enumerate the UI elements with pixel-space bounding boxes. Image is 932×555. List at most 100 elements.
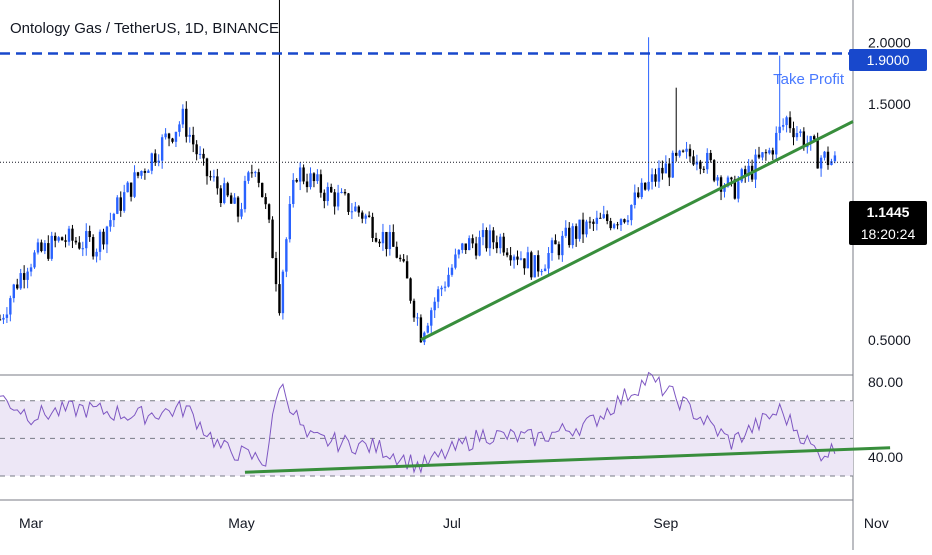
candle-body (278, 284, 281, 314)
candle-body (264, 197, 267, 205)
candle-body (219, 188, 222, 203)
candle-body (657, 167, 661, 182)
candle-body (143, 170, 147, 173)
candle-body (0, 319, 2, 321)
candle-body (426, 325, 429, 333)
candle-body (295, 179, 298, 182)
candle-body (695, 161, 699, 165)
candle-body (588, 221, 592, 223)
candle-body (733, 179, 737, 199)
candle-body (785, 117, 788, 126)
candle-body (305, 181, 309, 188)
candle-body (171, 138, 174, 142)
candle-body (309, 173, 312, 188)
candle-body (98, 231, 102, 252)
candle-body (178, 124, 181, 132)
time-tick-label: Nov (864, 515, 889, 531)
candle-body (402, 259, 405, 262)
candle-body (775, 132, 778, 155)
candle-body (447, 274, 450, 287)
candle-body (88, 231, 91, 238)
candle-body (64, 240, 67, 242)
price-tick-label: 0.5000 (868, 332, 911, 348)
candle-body (185, 108, 188, 137)
candle-body (802, 131, 806, 148)
candle-body (9, 298, 12, 315)
candle-body (619, 219, 623, 226)
candle-body (454, 254, 457, 268)
candle-body (502, 236, 505, 253)
candle-body (481, 230, 485, 238)
candle-body (154, 153, 157, 163)
candle-body (416, 317, 419, 319)
candle-body (706, 152, 709, 170)
candle-body (685, 148, 688, 152)
candle-body (740, 169, 743, 182)
candle-body (385, 231, 388, 250)
candle-body (495, 242, 498, 249)
candle-body (778, 126, 781, 133)
candle-body (771, 150, 774, 155)
candle-body (281, 271, 285, 314)
candle-body (440, 287, 443, 290)
candle-body (374, 237, 378, 242)
candle-body (312, 173, 316, 182)
candle-body (388, 232, 392, 250)
candle-body (405, 261, 409, 279)
candle-body (654, 174, 657, 182)
chart-title: Ontology Gas / TetherUS, 1D, BINANCE (10, 20, 279, 37)
candle-body (236, 197, 240, 217)
candle-body (471, 238, 474, 244)
candle-body (57, 237, 60, 241)
candle-body (74, 240, 78, 243)
candle-body (574, 226, 578, 239)
candle-body (392, 232, 395, 247)
candle-body (174, 131, 178, 142)
candle-body (505, 252, 509, 256)
candle-body (54, 235, 57, 241)
candle-body (109, 220, 112, 227)
candle-body (499, 236, 502, 249)
candle-body (150, 153, 153, 171)
candle-body (116, 197, 119, 214)
candle-body (409, 278, 412, 301)
candle-body (692, 156, 695, 165)
candle-body (585, 221, 588, 235)
candle-body (350, 211, 354, 213)
candle-body (819, 157, 823, 169)
candle-body (547, 253, 550, 269)
candle-body (261, 182, 264, 198)
countdown-badge: 18:20:24 (849, 223, 927, 245)
candle-body (330, 186, 333, 193)
candle-body (395, 246, 398, 258)
candle-body (568, 227, 571, 246)
candle-body (240, 209, 243, 217)
candle-body (492, 230, 495, 243)
price-tick-label: 2.0000 (868, 34, 911, 50)
candle-body (792, 128, 795, 138)
candle-body (2, 317, 5, 320)
candle-body (537, 255, 540, 272)
candle-body (799, 131, 802, 134)
candle-body (5, 314, 9, 318)
candle-body (526, 252, 530, 269)
candle-body (181, 108, 185, 125)
candle-body (343, 191, 347, 194)
candle-body (833, 155, 837, 162)
candle-body (371, 216, 374, 238)
candle-body (443, 286, 447, 288)
candle-body (243, 180, 247, 210)
price-trendline (420, 120, 854, 342)
candle-body (795, 133, 799, 138)
candle-body (664, 163, 668, 174)
candle-body (19, 273, 22, 289)
candle-body (316, 174, 319, 182)
time-tick-label: Mar (19, 515, 43, 531)
candle-body (430, 310, 433, 326)
candle-body (226, 183, 229, 196)
candle-body (643, 182, 647, 190)
candle-body (357, 206, 360, 213)
candle-body (823, 151, 826, 158)
